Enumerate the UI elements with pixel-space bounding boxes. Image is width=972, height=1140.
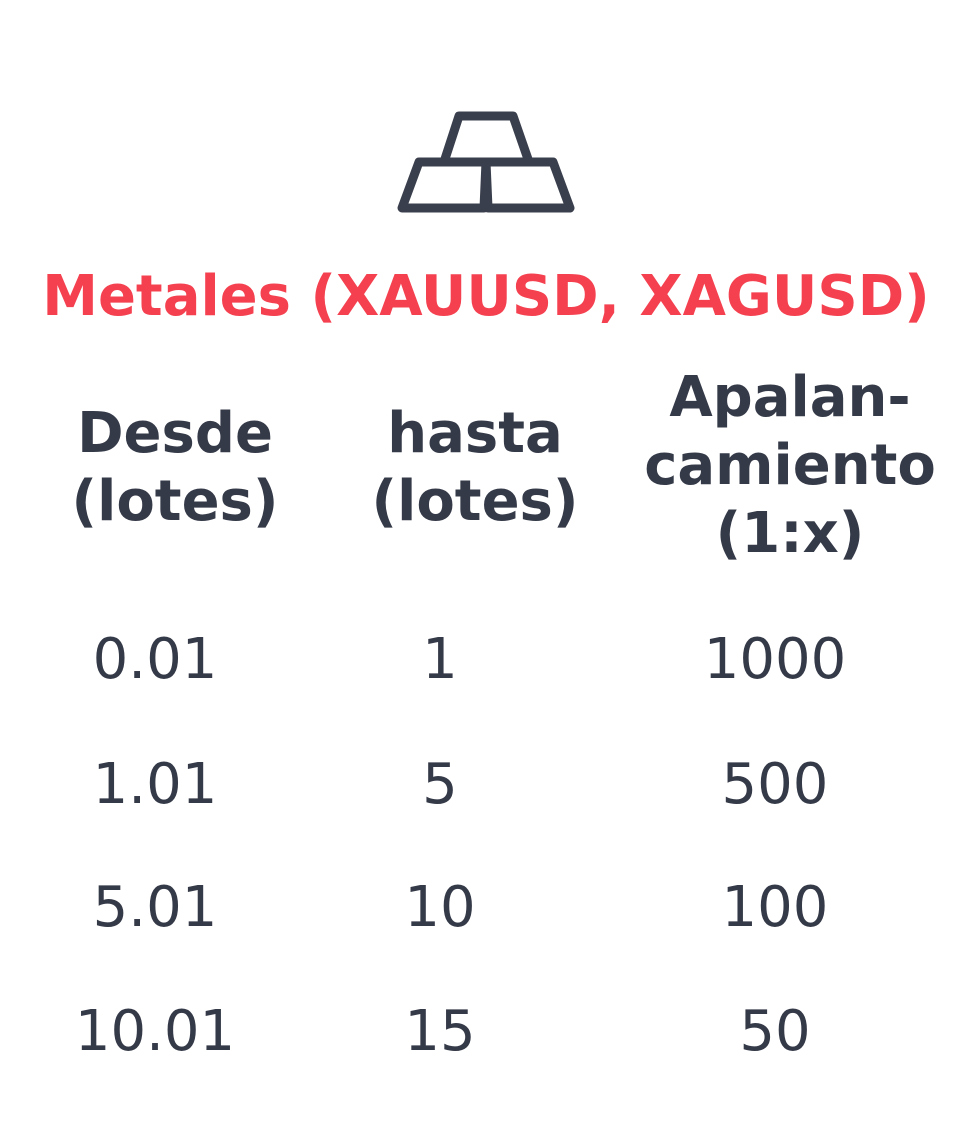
cell-from: 5.01 — [92, 875, 218, 940]
cell-from: 1.01 — [92, 752, 218, 817]
cell-to: 5 — [422, 752, 458, 817]
cell-leverage: 1000 — [703, 627, 847, 692]
cell-from: 10.01 — [74, 999, 236, 1064]
column-header-to: hasta (lotes) — [371, 401, 579, 534]
icon-container — [0, 108, 972, 218]
cell-leverage: 100 — [721, 875, 829, 940]
cell-to: 15 — [404, 999, 476, 1064]
cell-leverage: 50 — [739, 999, 811, 1064]
column-header-leverage: Apalan- camiento (1:x) — [644, 365, 936, 566]
cell-leverage: 500 — [721, 752, 829, 817]
gold-bars-icon — [397, 111, 575, 213]
column-header-from: Desde (lotes) — [71, 401, 279, 534]
page-title: Metales (XAUUSD, XAGUSD) — [42, 264, 930, 329]
cell-to: 10 — [404, 875, 476, 940]
cell-from: 0.01 — [92, 627, 218, 692]
cell-to: 1 — [422, 627, 458, 692]
